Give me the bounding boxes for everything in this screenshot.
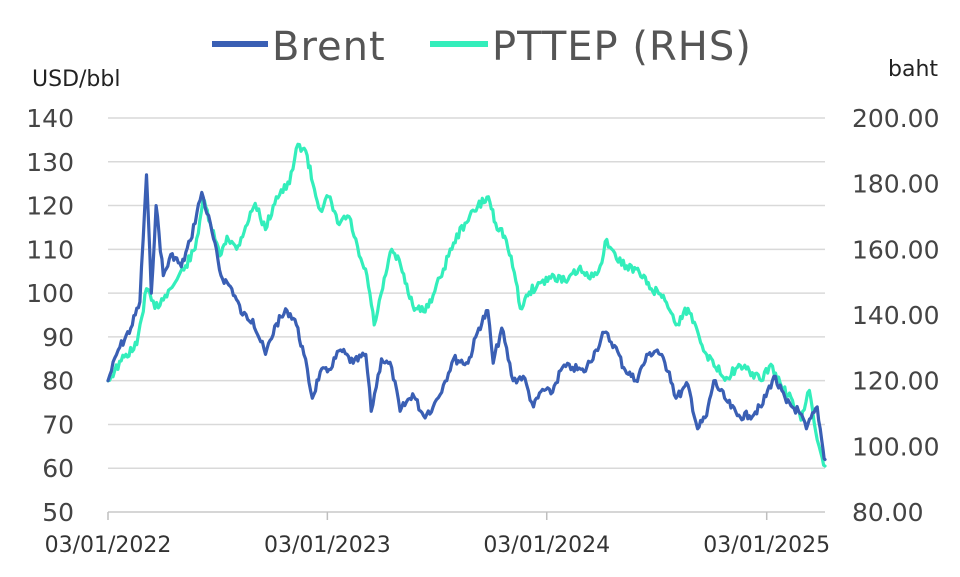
x-tick-label: 03/01/2023 (264, 533, 391, 558)
right-tick-label: 120.00 (852, 367, 939, 396)
right-tick-label: 180.00 (852, 170, 939, 199)
right-tick-label: 100.00 (852, 432, 939, 461)
left-tick-label: 130 (26, 148, 74, 177)
gridlines (108, 117, 825, 513)
right-tick-label: 80.00 (852, 498, 924, 527)
right-axis-unit-label: baht (888, 57, 938, 82)
legend-label-brent: Brent (272, 24, 386, 70)
legend: Brent PTTEP (RHS) (212, 24, 752, 70)
left-tick-label: 90 (42, 323, 74, 352)
left-tick-label: 80 (42, 367, 74, 396)
left-tick-label: 110 (26, 235, 74, 264)
x-tick-label: 03/01/2022 (45, 533, 172, 558)
left-tick-label: 70 (42, 410, 74, 439)
left-tick-label: 60 (42, 454, 74, 483)
right-tick-label: 200.00 (852, 104, 939, 133)
series-line-brent (106, 173, 827, 462)
right-axis-ticks: 80.00 100.00 120.00 140.00 160.00 180.00 200.0… (852, 104, 939, 527)
left-tick-label: 100 (26, 279, 74, 308)
left-tick-label: 50 (42, 498, 74, 527)
left-tick-label: 120 (26, 192, 74, 221)
series-lines (106, 142, 827, 468)
right-tick-label: 160.00 (852, 235, 939, 264)
left-axis-unit-label: USD/bbl (32, 67, 120, 92)
right-tick-label: 140.00 (852, 301, 939, 330)
x-tick-label: 03/01/2025 (703, 533, 830, 558)
left-tick-label: 140 (26, 104, 74, 133)
x-tick-label: 03/01/2024 (483, 533, 610, 558)
legend-label-pttep: PTTEP (RHS) (492, 24, 752, 70)
left-axis-ticks: 50 60 70 80 90 100 110 120 130 140 (26, 104, 74, 527)
x-axis-ticks: 03/01/2022 03/01/2023 03/01/2024 03/01/2025 (45, 511, 830, 558)
series-line-pttep (106, 142, 827, 468)
